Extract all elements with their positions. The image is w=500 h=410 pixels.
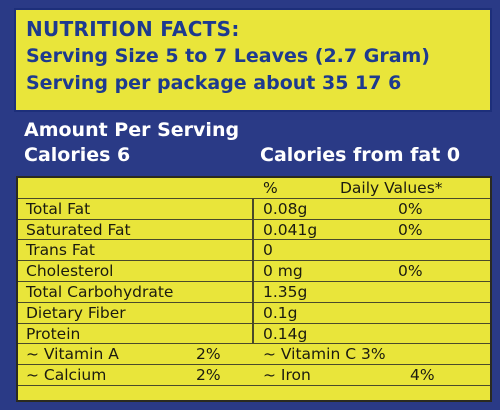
daily-values-header: Daily Values*: [340, 179, 443, 197]
nutrient-amount: 0: [263, 241, 273, 260]
amount-per-serving: Amount Per Serving: [24, 119, 240, 141]
calories-line: Calories 6 Calories from fat 0: [24, 143, 482, 168]
vitamin-name: ~ Calcium: [26, 366, 107, 385]
vitamin-row: ~ Calcium 2% ~ Iron 4%: [18, 365, 490, 386]
calories: Calories 6: [24, 144, 131, 166]
vitamin-name: ~ Iron: [263, 366, 311, 385]
nutrient-name: Saturated Fat: [26, 220, 131, 239]
vitamin-row: ~ Vitamin A 2% ~ Vitamin C 3%: [18, 344, 490, 366]
servings-per-package: Serving per package about 35 17 6: [26, 72, 402, 94]
nutrient-amount: 1.35g: [263, 282, 308, 301]
nutrient-name: Protein: [26, 324, 81, 343]
nutrient-amount: 0.1g: [263, 303, 298, 322]
label-title: NUTRITION FACTS:: [26, 17, 240, 41]
table-row: Total Carbohydrate 1.35g: [18, 282, 490, 303]
percent-header: %: [263, 179, 278, 197]
vitamin-value: 2%: [196, 345, 221, 364]
column-divider: [252, 199, 254, 344]
vitamin-name: ~ Vitamin A: [26, 345, 119, 364]
nutrient-amount: 0.041g: [263, 220, 318, 239]
table-row: Cholesterol 0 mg 0%: [18, 261, 490, 282]
nutrient-name: Total Fat: [26, 199, 91, 218]
table-row: Protein 0.14g: [18, 324, 490, 345]
table-header-row: % Daily Values*: [18, 178, 490, 199]
nutrient-name: Dietary Fiber: [26, 303, 126, 322]
nutrient-name: Trans Fat: [26, 241, 95, 260]
vitamin-value: 4%: [410, 366, 435, 385]
nutrient-amount: 0.08g: [263, 199, 308, 218]
nutrient-dv: 0%: [398, 262, 423, 281]
vitamin-value: 2%: [196, 366, 221, 385]
table-row: Trans Fat 0: [18, 240, 490, 262]
table-row: Total Fat 0.08g 0%: [18, 199, 490, 220]
nutrition-header: NUTRITION FACTS: Serving Size 5 to 7 Lea…: [14, 8, 492, 112]
nutrient-name: Cholesterol: [26, 262, 114, 281]
nutrient-dv: 0%: [398, 199, 423, 218]
nutrient-name: Total Carbohydrate: [26, 282, 174, 301]
nutrient-table: % Daily Values* Total Fat 0.08g 0% Satur…: [16, 176, 492, 402]
table-row: Dietary Fiber 0.1g: [18, 303, 490, 324]
nutrient-amount: 0.14g: [263, 324, 308, 343]
table-row: Saturated Fat 0.041g 0%: [18, 220, 490, 241]
serving-size: Serving Size 5 to 7 Leaves (2.7 Gram): [26, 45, 430, 67]
calories-from-fat: Calories from fat 0: [260, 144, 461, 166]
nutrient-dv: 0%: [398, 220, 423, 239]
calories-band: Amount Per Serving Calories 6 Calories f…: [14, 114, 492, 172]
nutrient-amount: 0 mg: [263, 262, 303, 281]
vitamin-name: ~ Vitamin C 3%: [263, 345, 386, 364]
